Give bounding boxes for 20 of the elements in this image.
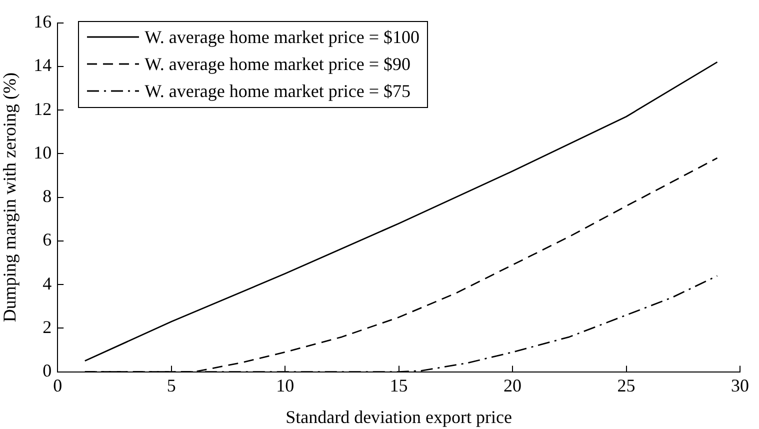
x-tick-label: 20 (504, 375, 522, 396)
y-tick-label: 4 (42, 273, 52, 294)
y-tick-label: 12 (34, 98, 52, 119)
x-tick-label: 15 (390, 375, 408, 396)
y-axis-title: Dumping margin with zeroing (%) (0, 72, 20, 322)
legend-label: W. average home market price = $100 (144, 26, 420, 49)
legend-label: W. average home market price = $90 (144, 52, 410, 76)
y-tick-label: 14 (34, 55, 52, 76)
x-tick-label: 25 (617, 375, 636, 396)
y-tick-label: 2 (42, 316, 52, 337)
x-tick-label: 5 (166, 375, 176, 396)
x-axis-title: Standard deviation export price (286, 406, 512, 427)
y-tick-label: 6 (42, 230, 52, 250)
legend-label: W. average home market price = $75 (144, 80, 410, 103)
y-tick-label: 8 (42, 186, 52, 206)
y-tick-label: 16 (34, 12, 52, 32)
y-tick-label: 10 (34, 142, 52, 162)
x-tick-label: 30 (731, 375, 749, 396)
x-tick-label: 10 (276, 375, 294, 396)
y-tick-label: 0 (42, 360, 52, 381)
